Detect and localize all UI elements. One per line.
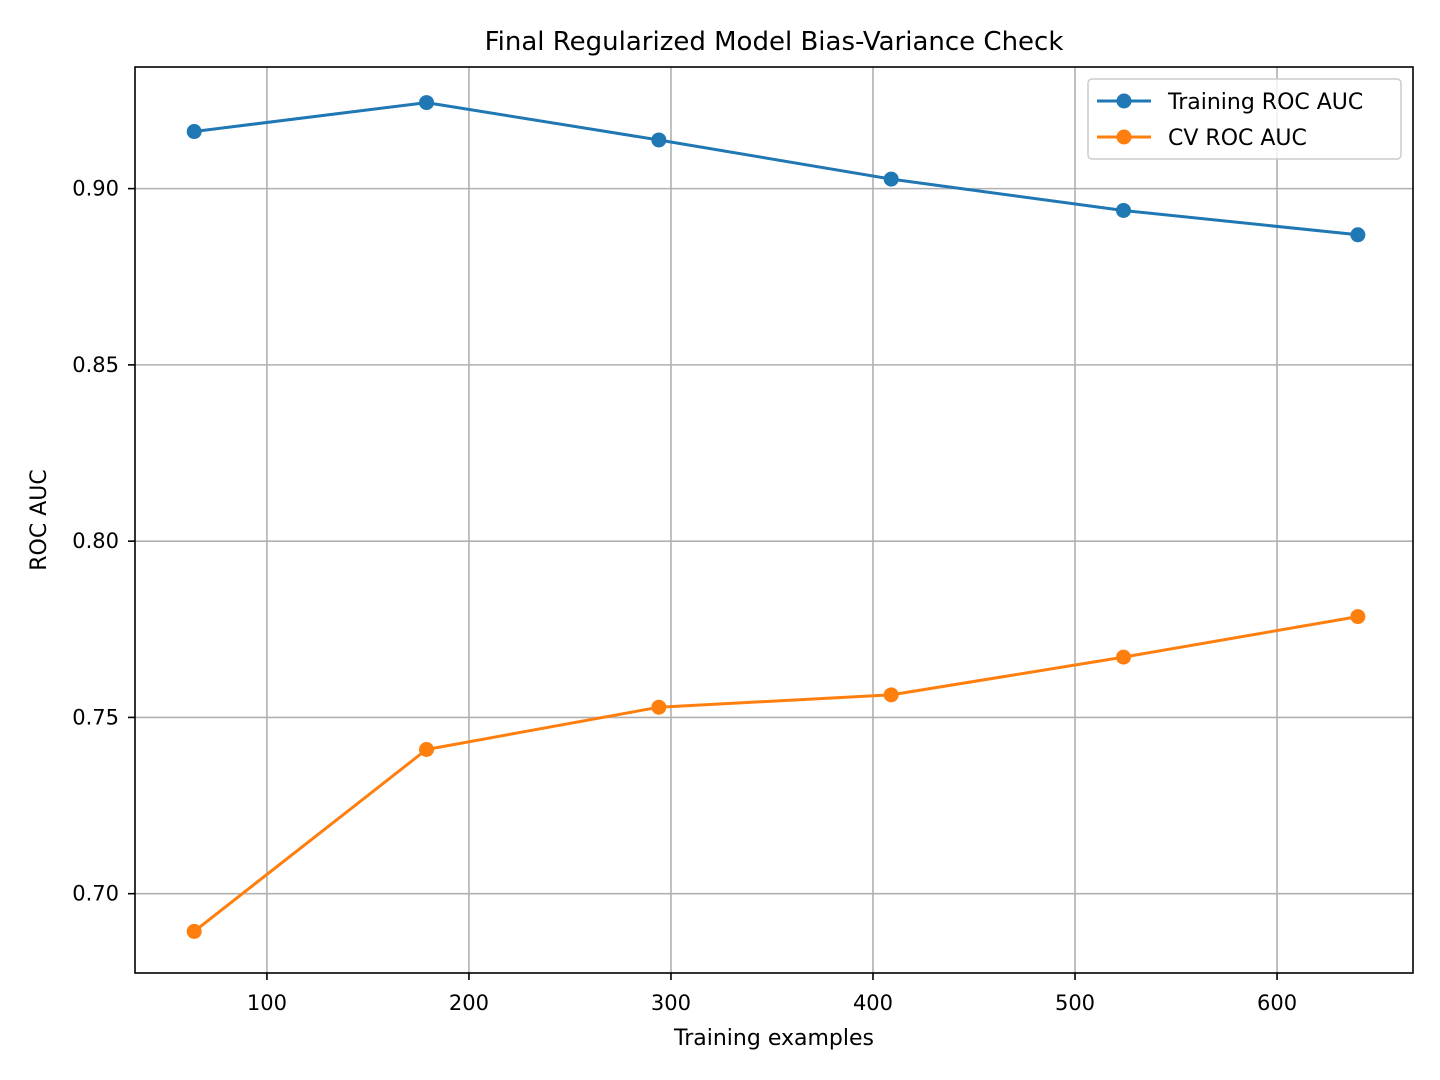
data-point-training xyxy=(651,132,667,148)
legend-box xyxy=(1087,78,1402,160)
legend-label-training: Training ROC AUC xyxy=(1167,90,1363,115)
x-tick-label: 400 xyxy=(853,991,893,1015)
x-tick-label: 100 xyxy=(247,991,287,1015)
chart-title: Final Regularized Model Bias-Variance Ch… xyxy=(485,27,1064,57)
x-tick-label: 600 xyxy=(1257,991,1297,1015)
legend-marker-training xyxy=(1116,93,1132,109)
data-point-cv xyxy=(883,687,899,703)
y-tick-label: 0.90 xyxy=(72,177,119,201)
data-point-cv xyxy=(419,741,435,757)
data-point-cv xyxy=(651,699,667,715)
data-point-training xyxy=(419,95,435,111)
y-tick-label: 0.75 xyxy=(72,705,119,729)
x-tick-label: 300 xyxy=(651,991,691,1015)
x-tick-label: 200 xyxy=(449,991,489,1015)
y-tick-label: 0.80 xyxy=(72,529,119,553)
x-axis-ticks: 100 200 300 400 500 600 xyxy=(247,973,1297,1015)
grid-lines xyxy=(135,67,1413,973)
data-point-cv xyxy=(1116,649,1132,665)
data-point-cv xyxy=(186,923,202,939)
series-training xyxy=(186,95,1366,243)
x-axis-label: Training examples xyxy=(673,1026,874,1051)
legend-entries: Training ROC AUC CV ROC AUC xyxy=(1097,90,1363,151)
legend: Training ROC AUC CV ROC AUC xyxy=(1087,78,1402,160)
y-axis-ticks: 0.70 0.75 0.80 0.85 0.90 xyxy=(72,177,135,906)
legend-entry-training: Training ROC AUC xyxy=(1097,90,1363,115)
y-tick-label: 0.85 xyxy=(72,353,119,377)
series-cv xyxy=(186,609,1366,939)
series-line-cv xyxy=(193,615,1359,933)
legend-marker-cv xyxy=(1116,129,1132,145)
y-tick-label: 0.70 xyxy=(72,882,119,906)
data-point-training xyxy=(1116,202,1132,218)
data-point-training xyxy=(186,124,202,140)
x-tick-label: 500 xyxy=(1055,991,1095,1015)
data-point-cv xyxy=(1350,609,1366,625)
data-point-training xyxy=(883,171,899,187)
series-layer xyxy=(186,95,1366,939)
legend-label-cv: CV ROC AUC xyxy=(1168,126,1307,151)
series-line-training xyxy=(194,101,1359,237)
y-axis-label: ROC AUC xyxy=(27,469,52,570)
data-point-training xyxy=(1350,227,1366,243)
plot-frame xyxy=(134,66,1414,974)
legend-entry-cv: CV ROC AUC xyxy=(1097,126,1307,151)
